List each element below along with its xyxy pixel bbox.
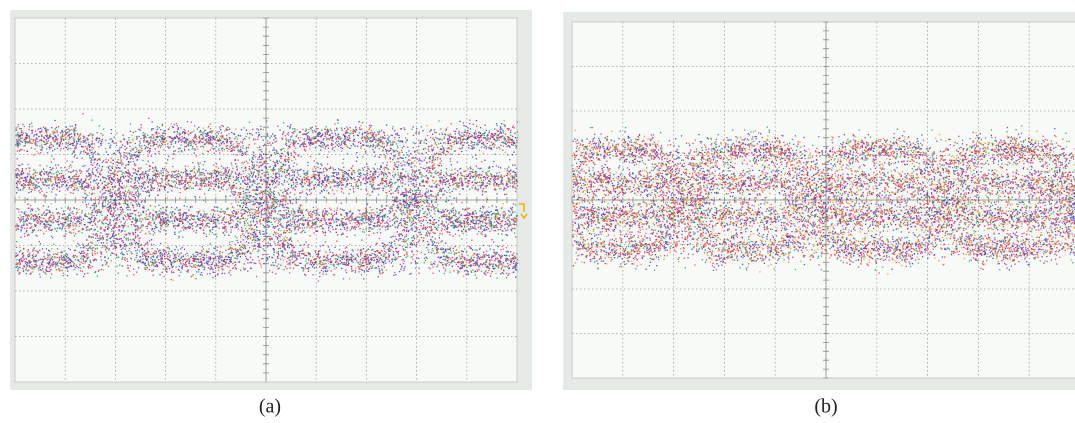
figure: (a) (b) bbox=[0, 0, 1075, 423]
caption: (a) bbox=[259, 396, 281, 418]
caption: (b) bbox=[814, 396, 837, 418]
